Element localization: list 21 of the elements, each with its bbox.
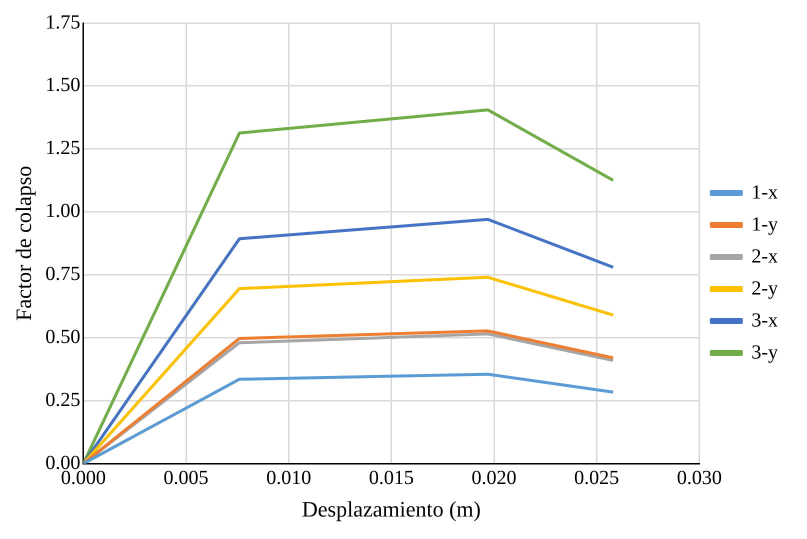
y-tick-label: 1.25: [45, 137, 80, 160]
x-tick-label: 0.010: [266, 466, 312, 489]
legend-label: 1-x: [751, 181, 778, 204]
y-tick-label: 0.25: [45, 388, 80, 411]
y-tick-label: 1.50: [45, 74, 80, 96]
x-tick-label: 0.030: [676, 466, 722, 489]
legend-label: 3-x: [751, 309, 778, 332]
legend-label: 3-y: [751, 341, 778, 364]
y-axis-title: Factor de colapso: [10, 166, 36, 321]
legend-label: 2-x: [751, 245, 778, 268]
y-tick-label: 0.75: [45, 263, 80, 286]
x-axis-title: Desplazamiento (m): [302, 496, 481, 522]
legend-label: 1-y: [751, 213, 778, 236]
x-tick-label: 0.020: [472, 466, 517, 489]
y-tick-label: 0.50: [45, 326, 80, 348]
y-tick-label: 1.75: [45, 11, 80, 34]
x-tick-label: 0.005: [164, 466, 209, 489]
legend-label: 2-y: [751, 277, 778, 300]
x-tick-label: 0.025: [574, 466, 620, 489]
y-tick-label: 1.00: [45, 200, 80, 222]
x-tick-label: 0.015: [368, 466, 414, 489]
